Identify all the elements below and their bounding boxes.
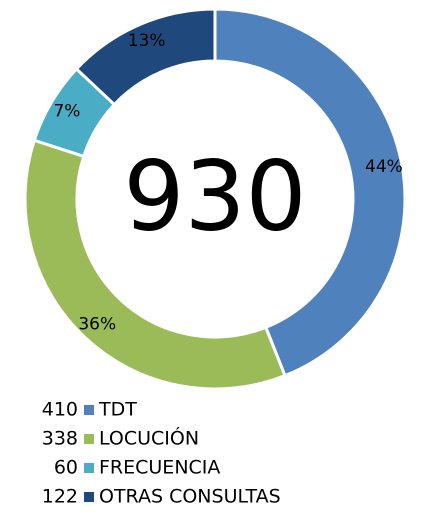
donut-segment [74,7,217,107]
center-total: 930 [123,140,306,252]
legend-label: OTRAS CONSULTAS [99,486,281,508]
segment-label: 13% [128,31,166,51]
segment-label: 7% [53,101,80,121]
legend-swatch [84,405,94,415]
donut-segment [213,7,407,378]
legend-label: TDT [98,399,137,421]
segment-label: 44% [365,157,403,177]
segment-label: 36% [78,314,116,334]
legend-count: 60 [54,457,78,479]
donut-segment [23,138,287,391]
legend-count: 410 [42,399,78,421]
legend-swatch [84,434,94,444]
legend-count: 122 [42,486,78,508]
legend-label: LOCUCIÓN [99,426,199,450]
legend-label: FRECUENCIA [99,457,220,479]
legend-swatch [84,463,94,473]
legend-swatch [84,492,94,502]
legend-count: 338 [42,428,78,450]
